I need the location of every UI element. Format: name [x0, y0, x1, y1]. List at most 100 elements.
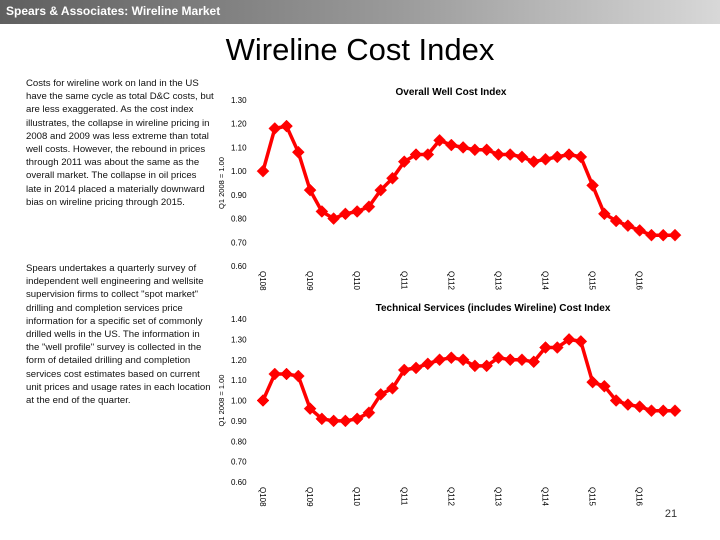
data-point: [539, 341, 552, 354]
data-point: [339, 207, 352, 221]
data-point: [291, 369, 305, 383]
data-point: [515, 353, 529, 367]
x-tick-label: Q108: [258, 487, 267, 507]
x-tick-label: Q116: [635, 271, 644, 291]
data-point: [668, 228, 682, 242]
y-tick-label: 0.90: [231, 417, 247, 426]
data-point: [350, 412, 364, 426]
x-tick-label: Q114: [541, 271, 550, 291]
data-point: [421, 357, 435, 371]
y-tick-label: 0.80: [231, 437, 247, 446]
data-point: [492, 351, 505, 365]
x-tick-label: Q116: [635, 487, 644, 507]
data-point: [291, 145, 305, 159]
y-axis-label: Q1 2008 = 1.00: [217, 157, 226, 209]
x-tick-label: Q109: [305, 487, 314, 507]
data-point: [633, 400, 647, 413]
data-point: [527, 355, 541, 369]
data-point: [468, 143, 482, 157]
data-point: [550, 150, 564, 164]
data-point: [598, 379, 611, 393]
data-point: [350, 205, 364, 218]
data-point: [433, 353, 446, 367]
company-title: Spears & Associates: Wireline Market: [6, 4, 221, 18]
x-tick-label: Q110: [352, 487, 361, 507]
y-tick-label: 1.10: [231, 376, 247, 385]
x-tick-label: Q108: [258, 271, 267, 291]
data-point: [444, 138, 458, 152]
y-tick-label: 1.40: [231, 315, 247, 324]
x-tick-label: Q110: [352, 271, 361, 291]
data-point: [409, 361, 423, 375]
page-title: Wireline Cost Index: [225, 32, 495, 67]
data-point: [656, 228, 670, 242]
page-number: 21: [664, 508, 678, 520]
data-point: [256, 394, 270, 407]
data-point: [503, 148, 517, 161]
data-point: [527, 155, 541, 169]
data-point: [421, 148, 435, 161]
data-point: [374, 183, 388, 197]
data-point: [515, 150, 529, 164]
data-point: [268, 367, 282, 381]
data-point: [397, 155, 411, 169]
data-point: [386, 381, 399, 395]
x-tick-label: Q115: [588, 271, 597, 291]
data-point: [315, 412, 329, 426]
data-point: [374, 388, 388, 401]
data-point: [621, 219, 635, 233]
data-point: [268, 122, 282, 135]
data-point: [339, 414, 352, 428]
y-tick-label: 0.60: [231, 262, 247, 271]
header-bar: Spears & Associates: Wireline Market: [0, 0, 720, 24]
data-point: [645, 228, 658, 242]
data-point: [327, 414, 340, 428]
data-point: [397, 363, 411, 377]
survey-method-paragraph: Spears undertakes a quarterly survey of …: [26, 263, 211, 407]
data-point: [609, 214, 623, 228]
data-point: [621, 398, 635, 411]
data-point: [456, 141, 470, 154]
data-point: [362, 406, 376, 420]
chart-title: Overall Well Cost Index: [396, 87, 507, 98]
data-point: [362, 200, 376, 214]
wireline-cost-paragraph: Costs for wireline work on land in the U…: [26, 78, 214, 208]
data-point: [386, 171, 399, 185]
data-point: [598, 207, 611, 221]
y-tick-label: 1.30: [231, 335, 247, 344]
series-line: [261, 337, 675, 423]
data-point: [586, 179, 599, 192]
data-point: [492, 148, 505, 161]
y-tick-label: 0.70: [231, 238, 247, 247]
data-point: [586, 375, 599, 389]
data-point: [539, 152, 552, 166]
data-point: [444, 351, 458, 365]
x-tick-label: Q112: [446, 487, 455, 507]
chart-title: Technical Services (includes Wireline) C…: [376, 303, 611, 314]
data-point: [409, 148, 423, 161]
x-tick-label: Q115: [588, 487, 597, 507]
data-point: [327, 212, 340, 225]
y-axis-label: Q1 2008 = 1.00: [217, 375, 226, 427]
data-point: [303, 183, 317, 197]
data-point: [550, 341, 564, 354]
x-tick-label: Q113: [493, 487, 502, 507]
y-tick-label: 1.20: [231, 120, 247, 129]
data-point: [480, 143, 494, 157]
overall-well-cost-chart: Overall Well Cost Index Q1 2008 = 1.00 0.6…: [217, 87, 682, 291]
data-point: [656, 404, 670, 418]
y-tick-label: 0.90: [231, 191, 247, 200]
data-point: [456, 353, 470, 367]
data-point: [280, 119, 293, 133]
x-tick-label: Q109: [305, 271, 314, 291]
x-tick-label: Q114: [541, 487, 550, 507]
data-point: [503, 353, 517, 367]
y-tick-label: 0.80: [231, 215, 247, 224]
x-tick-label: Q111: [399, 271, 408, 290]
x-tick-label: Q112: [446, 271, 455, 291]
x-tick-label: Q113: [493, 271, 502, 291]
y-tick-label: 0.70: [231, 458, 247, 467]
data-point: [668, 404, 682, 418]
data-point: [280, 367, 293, 381]
data-point: [468, 359, 482, 373]
